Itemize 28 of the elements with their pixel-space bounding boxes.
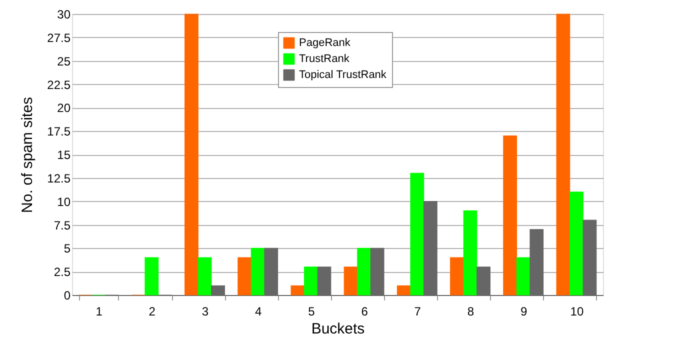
y-axis-title: No. of spam sites xyxy=(19,97,36,213)
y-tick-label: 25 xyxy=(57,54,71,68)
x-tick-label: 1 xyxy=(96,304,103,318)
x-tick-label: 10 xyxy=(570,304,584,318)
x-tick-label: 9 xyxy=(520,304,528,318)
x-tick-label: 3 xyxy=(202,304,209,318)
y-tick-label: 7.5 xyxy=(54,218,71,232)
legend-label: PageRank xyxy=(299,37,351,49)
y-tick-label: 2.5 xyxy=(54,265,71,280)
legend-label: TrustRank xyxy=(299,53,350,65)
y-tick-label: 12.5 xyxy=(47,171,71,186)
y-tick-label: 10 xyxy=(57,194,71,209)
y-tick-label: 17.5 xyxy=(47,124,71,139)
y-tick-label: 15 xyxy=(57,148,71,162)
y-tick-label: 20 xyxy=(57,101,71,116)
x-tick-label: 2 xyxy=(148,304,156,318)
x-tick-label: 7 xyxy=(414,304,422,318)
x-tick-label: 6 xyxy=(361,304,368,318)
x-axis-title: Buckets xyxy=(311,320,365,338)
x-tick-label: 4 xyxy=(255,304,262,318)
y-tick-label: 0 xyxy=(64,288,71,302)
y-tick-label: 22.5 xyxy=(47,78,71,92)
y-tick-label: 5 xyxy=(64,242,71,256)
y-tick-label: 30 xyxy=(57,8,71,22)
x-tick-label: 8 xyxy=(467,304,474,318)
y-tick-label: 27.5 xyxy=(47,30,71,45)
legend-label: Topical TrustRank xyxy=(299,69,387,81)
x-tick-label: 5 xyxy=(308,304,316,318)
